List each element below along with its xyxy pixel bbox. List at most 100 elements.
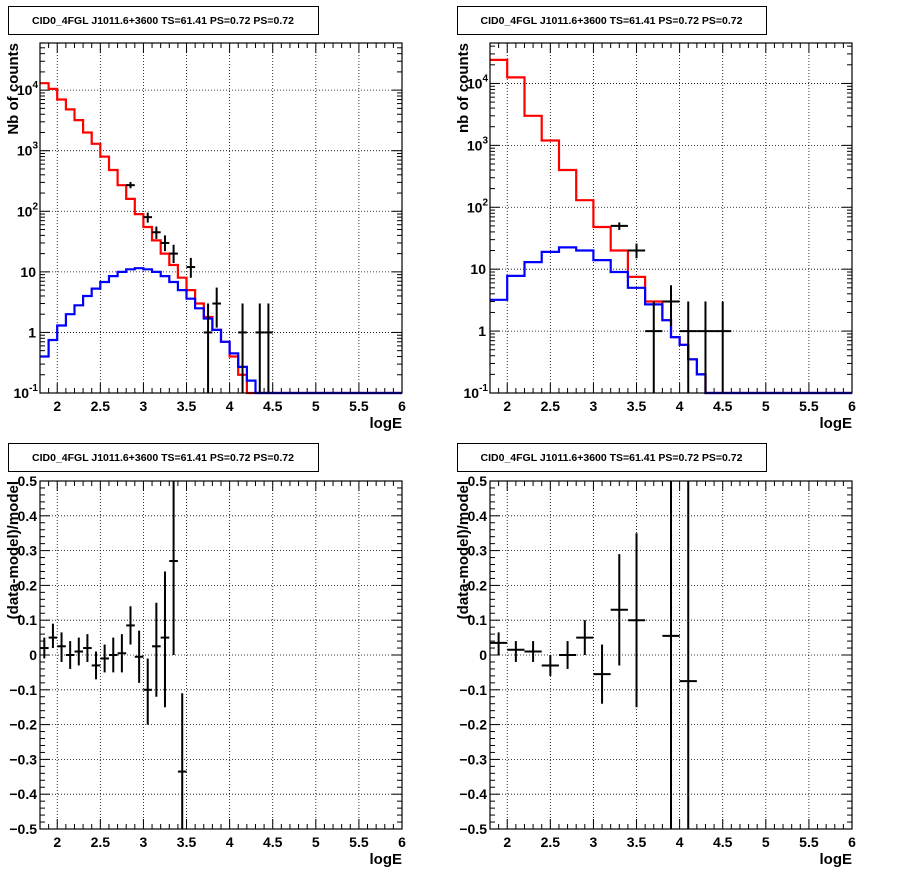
title-box xyxy=(457,443,767,472)
title-box xyxy=(8,6,319,35)
data-point xyxy=(126,606,135,645)
x-tick-label: 3 xyxy=(140,834,148,850)
title-box xyxy=(8,443,319,472)
data-point xyxy=(160,571,170,708)
panel-3: CID0_4FGL J1011.6+3600 TS=61.41 PS=0.72 … xyxy=(5,443,406,868)
y-tick-label: 0 xyxy=(479,647,487,663)
y-tick-label: −0.3 xyxy=(9,751,37,767)
data-point xyxy=(610,554,628,666)
x-axis-label: logE xyxy=(820,851,853,868)
y-tick-label: 0.3 xyxy=(18,543,38,559)
y-tick-label: 10-1 xyxy=(14,383,39,401)
x-tick-label: 4.5 xyxy=(263,834,283,850)
x-tick-label: 2.5 xyxy=(541,834,561,850)
y-tick-label: 1 xyxy=(478,323,486,339)
data-point xyxy=(169,481,178,655)
chart-title: CID0_4FGL J1011.6+3600 TS=61.41 PS=0.72 … xyxy=(32,15,294,27)
data-point xyxy=(212,287,221,328)
data-point xyxy=(126,181,135,189)
x-axis-label: logE xyxy=(370,851,403,868)
data-point xyxy=(662,285,680,327)
y-tick-label: 103 xyxy=(467,135,489,153)
x-tick-label: 5.5 xyxy=(349,834,369,850)
y-axis-label: (data-model)/model xyxy=(455,481,472,619)
data-point xyxy=(152,602,161,697)
y-tick-label: 104 xyxy=(17,80,39,98)
x-tick-label: 4 xyxy=(226,398,234,414)
chart-title: CID0_4FGL J1011.6+3600 TS=61.41 PS=0.72 … xyxy=(481,452,743,464)
y-tick-label: 0.4 xyxy=(18,508,38,524)
y-tick-label: 102 xyxy=(17,201,39,219)
x-tick-label: 4.5 xyxy=(263,398,283,414)
title-box xyxy=(457,6,767,35)
y-tick-label: 0.1 xyxy=(18,612,38,628)
data-point xyxy=(679,481,697,829)
x-tick-label: 5.5 xyxy=(799,398,819,414)
data-point xyxy=(576,620,594,655)
x-tick-label: 6 xyxy=(848,398,856,414)
x-tick-label: 4.5 xyxy=(713,398,733,414)
x-tick-label: 2.5 xyxy=(91,398,111,414)
plot-frame xyxy=(489,480,853,830)
y-tick-label: 1 xyxy=(28,324,36,340)
chart-title: CID0_4FGL J1011.6+3600 TS=61.41 PS=0.72 … xyxy=(32,452,294,464)
data-point xyxy=(177,693,187,829)
series-line-source xyxy=(40,267,402,395)
data-point xyxy=(264,303,273,393)
y-axis-label: (data-model)/model xyxy=(5,481,22,619)
x-tick-label: 5 xyxy=(762,834,770,850)
x-tick-label: 3 xyxy=(140,398,148,414)
x-tick-label: 6 xyxy=(398,398,406,414)
x-tick-label: 2.5 xyxy=(91,834,111,850)
data-point xyxy=(186,257,196,278)
x-tick-label: 3 xyxy=(590,398,598,414)
y-tick-label: 0 xyxy=(29,647,37,663)
x-tick-label: 4 xyxy=(676,398,684,414)
y-tick-label: −0.4 xyxy=(9,786,37,802)
data-point xyxy=(57,632,66,662)
x-tick-label: 6 xyxy=(848,834,856,850)
data-point xyxy=(48,623,58,649)
plot-frame xyxy=(39,42,403,394)
data-point xyxy=(714,301,732,393)
y-tick-label: 0.5 xyxy=(468,473,488,489)
x-axis-label: logE xyxy=(370,415,403,432)
data-point xyxy=(108,637,118,673)
data-point xyxy=(558,641,577,669)
y-tick-label: 104 xyxy=(467,73,489,91)
data-point xyxy=(134,630,144,683)
data-point xyxy=(143,658,153,725)
y-tick-label: 0.2 xyxy=(18,577,38,593)
series-line-model xyxy=(40,82,402,395)
x-axis-label: logE xyxy=(820,415,853,432)
y-tick-label: 10-1 xyxy=(464,383,489,401)
data-point xyxy=(645,301,663,393)
x-tick-label: 3 xyxy=(590,834,598,850)
data-point xyxy=(524,641,542,662)
panel-1: CID0_4FGL J1011.6+3600 TS=61.41 PS=0.72 … xyxy=(5,6,406,432)
data-point xyxy=(40,637,49,659)
x-tick-label: 5.5 xyxy=(349,398,369,414)
data-point xyxy=(91,651,101,680)
data-point xyxy=(696,301,715,393)
data-point xyxy=(238,303,247,393)
y-tick-label: −0.2 xyxy=(9,717,37,733)
x-tick-label: 3.5 xyxy=(177,834,197,850)
data-point xyxy=(203,303,213,393)
x-tick-label: 6 xyxy=(398,834,406,850)
y-tick-label: 10 xyxy=(470,261,486,277)
x-tick-label: 5 xyxy=(312,834,320,850)
data-point xyxy=(490,632,508,655)
data-point xyxy=(169,244,178,264)
data-point xyxy=(593,644,611,704)
x-tick-label: 5 xyxy=(762,398,770,414)
data-point xyxy=(679,301,697,393)
y-tick-label: 102 xyxy=(467,197,489,215)
data-point xyxy=(662,481,680,829)
y-tick-label: −0.4 xyxy=(459,786,487,802)
data-point xyxy=(74,637,84,666)
x-tick-label: 5.5 xyxy=(799,834,819,850)
y-tick-label: 0.2 xyxy=(468,577,488,593)
data-point xyxy=(117,634,127,673)
